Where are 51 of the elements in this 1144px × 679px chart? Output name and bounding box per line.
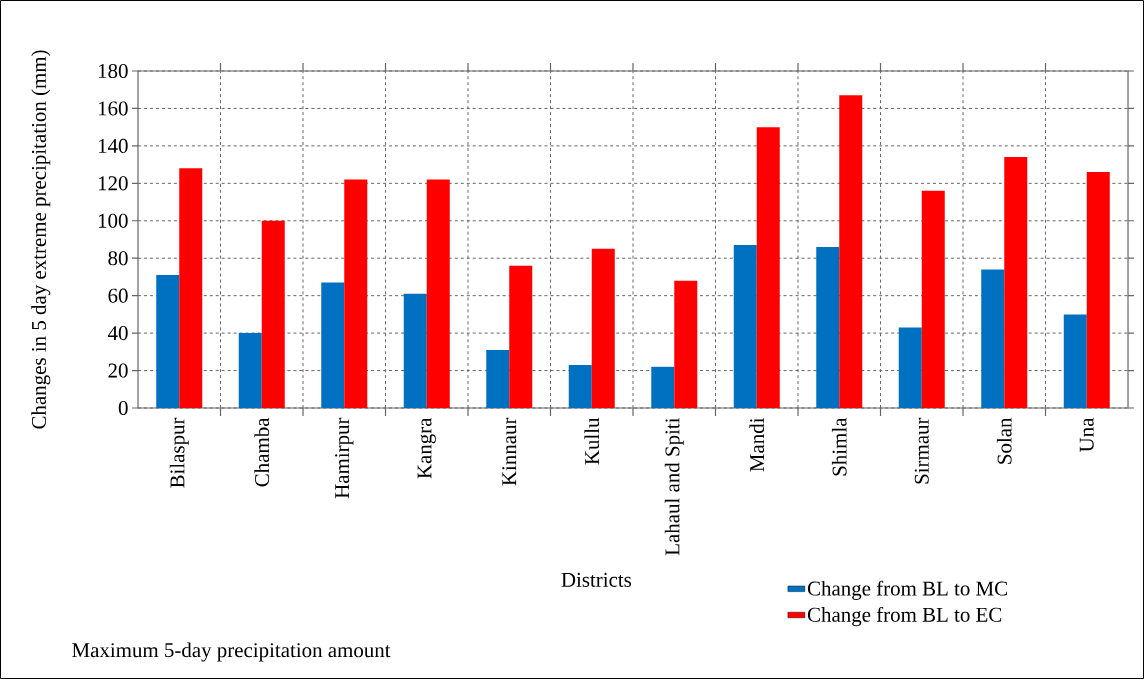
- x-tick-label: Sirmaur: [914, 417, 929, 484]
- text: Maximum 5-day precipitation amount: [72, 642, 391, 662]
- bar: [591, 248, 615, 408]
- bar: [839, 95, 863, 408]
- bar: [1004, 157, 1028, 408]
- bar: [344, 179, 368, 408]
- x-tick-label: Shimla: [831, 417, 847, 476]
- y-tick-label: 180: [98, 63, 128, 79]
- legend-label: Change from BL to EC: [807, 606, 1002, 627]
- x-tick-label: Kullu: [584, 417, 600, 465]
- x-tick-label: Lahaul and Spiti: [664, 417, 684, 556]
- bar: [403, 293, 427, 408]
- bar: [321, 282, 345, 408]
- bar: [981, 269, 1005, 408]
- bar: [898, 327, 922, 408]
- bar: [816, 246, 840, 408]
- x-tick-label: Solan: [996, 417, 1012, 464]
- x-tick-label: Kangra: [417, 417, 436, 479]
- bar: [651, 366, 675, 408]
- bar: [1063, 314, 1087, 408]
- bar: [156, 275, 180, 408]
- bar: [1086, 172, 1110, 408]
- bar: [674, 280, 698, 408]
- bar: [509, 265, 533, 408]
- x-tick-label: Chamba: [254, 417, 270, 487]
- y-tick-label: 160: [98, 101, 128, 116]
- y-tick-label: 80: [108, 251, 128, 266]
- y-tick-label: 100: [98, 213, 128, 228]
- y-tick-label: 20: [108, 363, 128, 378]
- y-tick-label: 0: [118, 400, 128, 416]
- bar: [568, 364, 592, 408]
- bar: [179, 168, 203, 408]
- x-axis-title: Districts: [561, 572, 632, 587]
- bar: [486, 349, 510, 408]
- bar: [921, 190, 945, 408]
- x-tick-label: Kinnaur: [502, 417, 517, 486]
- x-tick-label: Mandi: [749, 417, 765, 472]
- bar: [756, 127, 780, 408]
- x-tick-label: Hamirpur: [335, 417, 354, 499]
- y-tick-label: 120: [98, 176, 128, 191]
- y-tick-label: 140: [98, 138, 128, 153]
- y-tick-label: 40: [107, 326, 128, 341]
- y-axis-title: Changes in 5 day extreme precipitation (mm): [31, 50, 51, 429]
- y-tick-label: 60: [108, 288, 128, 303]
- bar: [733, 245, 757, 408]
- bar: [261, 220, 285, 408]
- x-tick-label: Bilaspur: [169, 417, 189, 488]
- legend-label: Change from BL to MC: [807, 580, 1007, 600]
- bar: [426, 179, 450, 408]
- bar: [238, 333, 262, 408]
- x-tick-label: Una: [1079, 417, 1094, 452]
